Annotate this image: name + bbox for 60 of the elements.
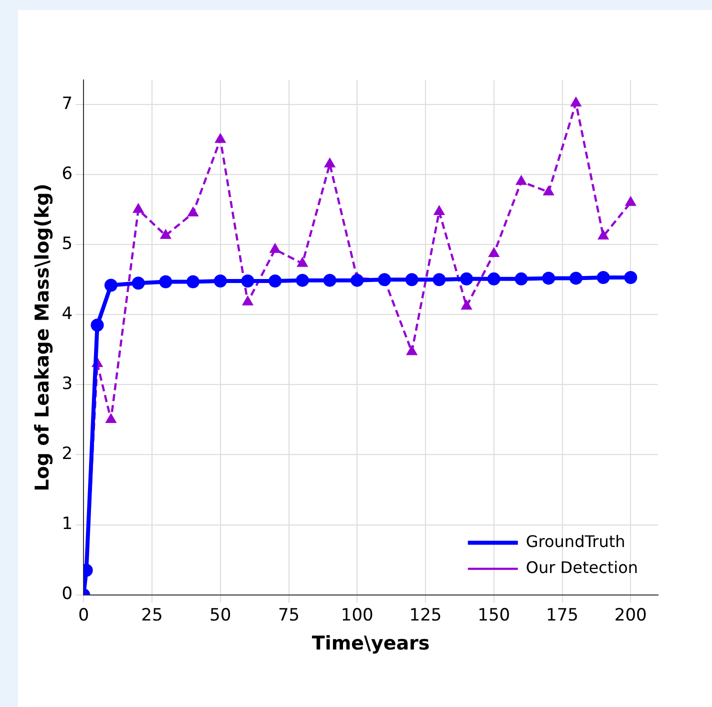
point xyxy=(270,244,280,253)
point xyxy=(188,207,198,216)
point xyxy=(106,414,116,424)
point xyxy=(242,296,253,306)
y-tick-label: 3 xyxy=(62,374,73,394)
y-tick-label: 6 xyxy=(62,164,73,184)
point xyxy=(434,206,444,216)
point xyxy=(460,272,474,286)
point xyxy=(405,273,418,286)
x-tick-label: 150 xyxy=(478,605,510,626)
point xyxy=(596,271,610,284)
point xyxy=(90,318,104,332)
point xyxy=(215,134,226,143)
point xyxy=(514,272,528,286)
point xyxy=(542,272,556,285)
point xyxy=(488,248,499,258)
x-tick-label: 100 xyxy=(340,605,374,626)
y-tick-label: 5 xyxy=(62,234,73,254)
point xyxy=(624,271,638,284)
point xyxy=(626,196,636,206)
legend-label: Our Detection xyxy=(526,558,638,577)
point xyxy=(570,98,581,106)
x-tick-label: 25 xyxy=(141,605,163,626)
point xyxy=(432,273,446,286)
point xyxy=(406,346,417,356)
point xyxy=(241,274,254,288)
x-tick-label: 200 xyxy=(614,605,647,626)
x-tick-label: 125 xyxy=(409,605,442,626)
point xyxy=(160,230,171,239)
point xyxy=(598,230,608,240)
point xyxy=(214,274,227,288)
x-tick-label: 75 xyxy=(278,605,300,626)
x-tick-label: 50 xyxy=(210,605,232,626)
point xyxy=(324,158,335,168)
point xyxy=(462,300,472,310)
x-axis-title: Time\years xyxy=(312,632,430,655)
point xyxy=(296,274,309,287)
point xyxy=(378,273,391,286)
point xyxy=(487,272,500,286)
y-tick-label: 0 xyxy=(62,584,73,604)
y-axis-title: Log of Leakage Mass\log(kg) xyxy=(31,184,54,492)
point xyxy=(350,274,364,287)
legend-label: GroundTruth xyxy=(526,532,626,551)
point xyxy=(516,176,526,185)
point xyxy=(544,186,554,196)
y-tick-label: 7 xyxy=(62,94,73,114)
y-tick-label: 2 xyxy=(62,444,73,464)
x-tick-label: 0 xyxy=(78,605,90,626)
point xyxy=(186,275,200,288)
y-tick-label: 4 xyxy=(62,304,73,324)
point xyxy=(159,275,172,288)
y-tick-label: 1 xyxy=(62,514,73,534)
point xyxy=(132,276,145,290)
point xyxy=(323,274,336,287)
point xyxy=(133,204,144,213)
point xyxy=(104,278,118,292)
point xyxy=(297,258,308,267)
point xyxy=(569,272,582,285)
x-tick-label: 175 xyxy=(546,605,578,626)
point xyxy=(268,274,282,288)
